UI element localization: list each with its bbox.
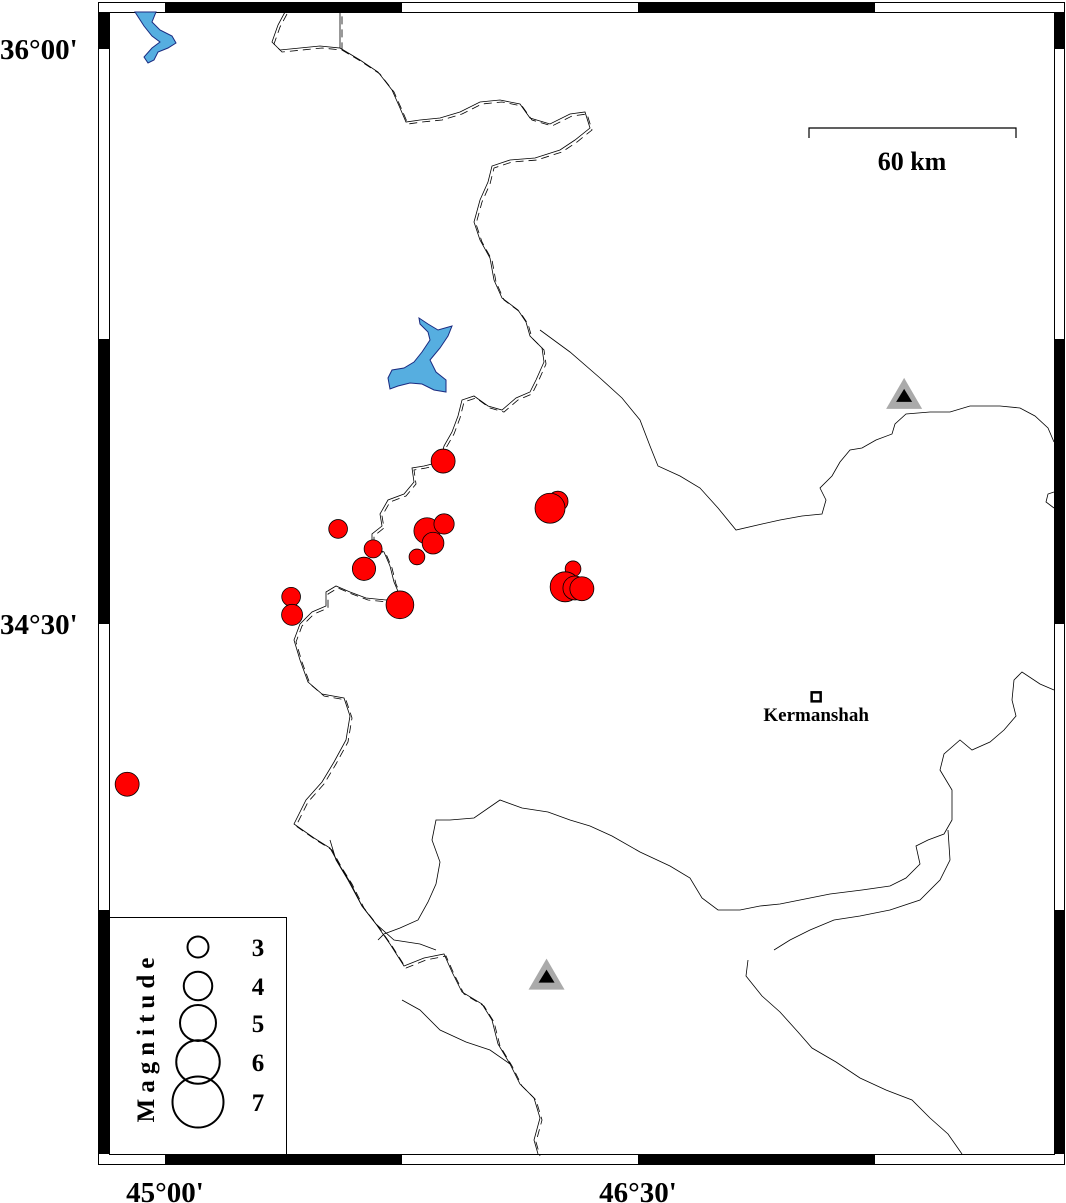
lon-label-46-30: 46°30' [599,1177,677,1203]
legend-label-mag-4: 4 [252,974,265,1001]
earthquake-event-6 [281,603,303,626]
earthquake-event-1 [430,448,456,474]
station-triangle-icon [528,958,565,990]
earthquake-event-2 [328,519,348,539]
lake-central [387,316,453,393]
lat-label-34-30: 34°30' [0,609,78,641]
earthquake-event-10 [421,531,445,555]
legend-label-mag-7: 7 [252,1090,265,1117]
earthquake-event-7 [385,590,415,620]
legend-label-mag-5: 5 [252,1011,265,1038]
legend-circle-mag-4 [182,970,214,1002]
city-kermanshah: Kermanshah [763,691,869,726]
earthquake-event-17 [569,576,595,602]
legend-label-mag-3: 3 [252,935,265,962]
magnitude-legend: Magnitude 3 4 5 6 7 [109,917,287,1155]
legend-title: Magnitude [133,952,160,1123]
lon-label-45-00: 45°00' [126,1177,204,1203]
earthquake-event-9 [433,513,455,535]
legend-circle-mag-7 [171,1075,225,1129]
earthquake-event-13 [534,492,566,524]
province-boundaries [329,329,1055,1155]
scale-bar: 60 km [808,127,1017,176]
station-triangle-icon [886,377,923,409]
seismic-stations [528,377,923,990]
earthquake-event-18 [114,771,140,797]
earthquake-event-5 [281,587,301,607]
earthquake-event-11 [408,548,426,566]
earthquake-events [114,448,595,797]
city-marker-icon [810,691,822,703]
lat-label-36-00: 36°00' [0,34,78,66]
earthquake-event-3 [363,539,383,559]
earthquake-event-4 [351,556,376,581]
legend-label-mag-6: 6 [252,1050,265,1077]
lake-north [134,11,177,64]
legend-circle-mag-3 [186,935,210,959]
city-label: Kermanshah [763,705,869,726]
scale-bar-label: 60 km [878,147,947,176]
legend-circle-mag-6 [175,1039,221,1085]
